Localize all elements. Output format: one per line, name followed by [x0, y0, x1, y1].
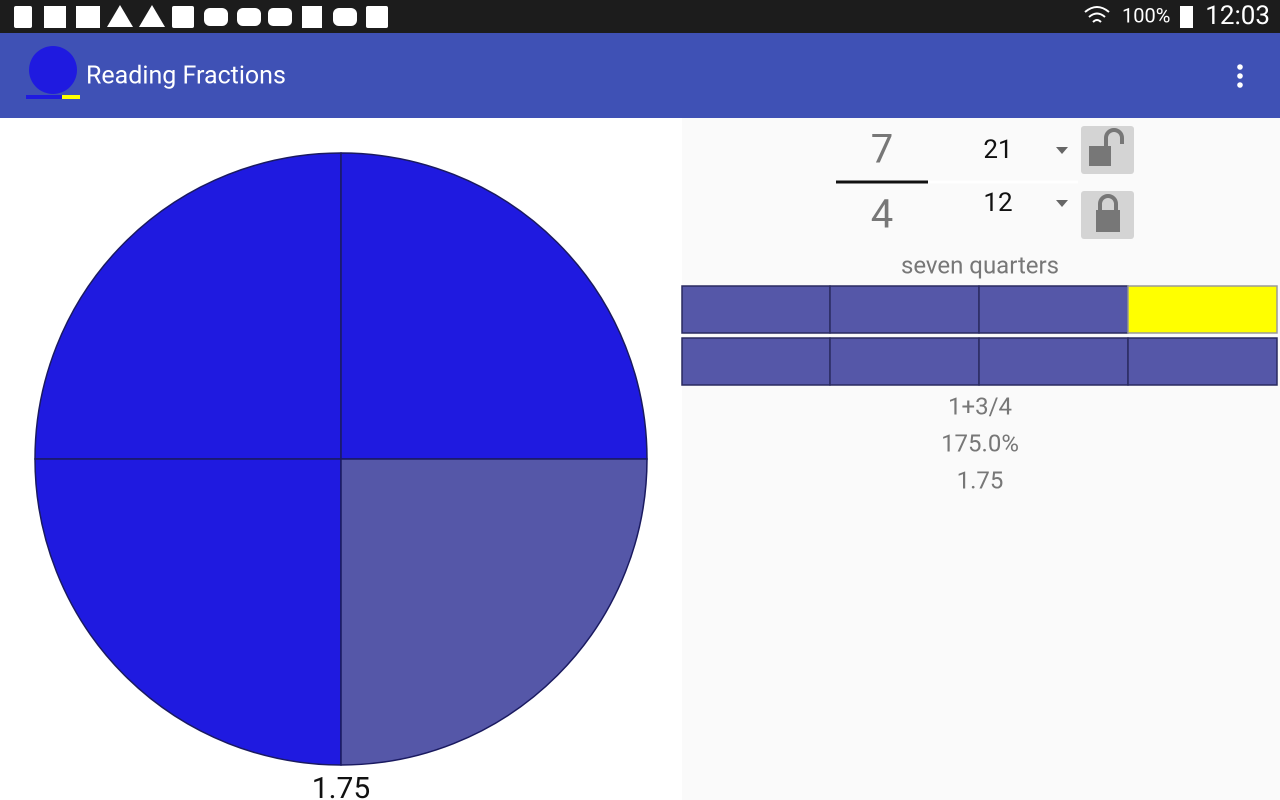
spinner-arrow[interactable]	[1056, 200, 1068, 207]
bar-segment	[978, 337, 1129, 386]
battery-percent: 100%	[1122, 3, 1170, 27]
pie-slice	[34, 152, 342, 460]
decimal: 1.75	[957, 466, 1004, 494]
bar-segment	[978, 285, 1129, 334]
battery-icon	[1180, 6, 1193, 28]
control-panel	[682, 118, 1280, 800]
overflow-menu[interactable]	[1237, 64, 1243, 88]
unlock-button[interactable]	[1081, 126, 1134, 174]
toolbar	[0, 33, 1280, 118]
wifi-icon	[1084, 6, 1110, 23]
pie-slice	[340, 458, 648, 766]
pie	[34, 152, 648, 766]
pie-slice	[34, 458, 342, 766]
notification-icons	[14, 5, 388, 28]
bar-segment	[1127, 337, 1278, 386]
fraction-words: seven quarters	[901, 251, 1059, 279]
spinner-arrow[interactable]	[1056, 147, 1068, 154]
clock: 12:03	[1205, 1, 1270, 31]
numerator-spinner[interactable]: 21	[983, 135, 1012, 165]
bar-segment	[829, 285, 980, 334]
bar-segment	[829, 337, 980, 386]
denominator-spinner[interactable]: 12	[983, 188, 1012, 218]
app-title: Reading Fractions	[86, 62, 286, 91]
lock-button[interactable]	[1081, 191, 1134, 239]
fraction-bars	[681, 285, 1278, 386]
mixed-number: 1+3/4	[948, 392, 1012, 420]
pie-slice	[340, 152, 648, 460]
bar-segment	[681, 337, 831, 386]
app-icon[interactable]	[26, 46, 80, 99]
denominator: 4	[871, 191, 893, 238]
percent: 175.0%	[941, 429, 1019, 457]
bar-segment	[1127, 285, 1278, 334]
numerator: 7	[871, 126, 893, 173]
bar-segment	[681, 285, 831, 334]
pie-label: 1.75	[312, 771, 371, 800]
